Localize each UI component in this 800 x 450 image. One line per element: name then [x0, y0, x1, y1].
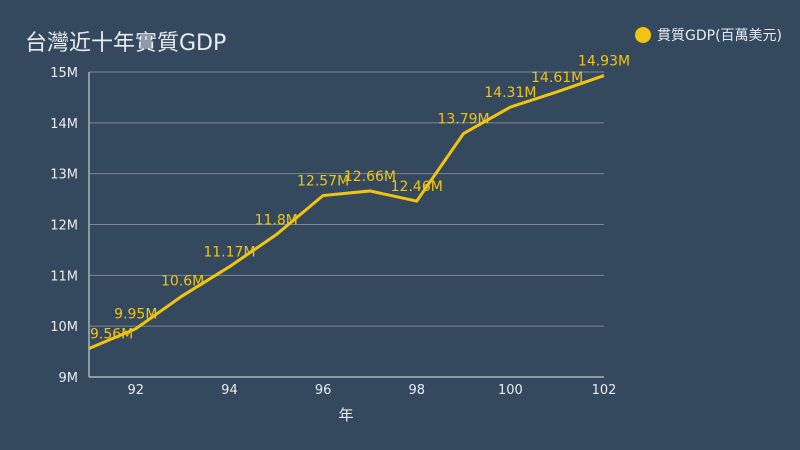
- y-tick-label: 15M: [50, 66, 78, 81]
- y-tick-label: 9M: [59, 371, 79, 386]
- x-tick-label: 94: [221, 383, 238, 398]
- x-tick-label: 100: [498, 383, 523, 398]
- chart-title: 台灣近十年實質GDP: [25, 31, 227, 56]
- data-label: 13.79M: [437, 112, 489, 128]
- data-label: 12.66M: [344, 169, 396, 185]
- data-label: 14.31M: [484, 85, 536, 101]
- legend-marker: [635, 27, 651, 43]
- data-label: 9.56M: [90, 327, 133, 343]
- x-tick-label: 98: [408, 383, 425, 398]
- data-label: 9.95M: [114, 307, 157, 323]
- data-label: 12.46M: [391, 179, 443, 195]
- data-label: 14.93M: [578, 54, 630, 70]
- y-tick-label: 10M: [50, 320, 78, 335]
- legend-label: 貫質GDP(百萬美元): [657, 28, 782, 44]
- data-label: 11.8M: [255, 213, 298, 229]
- x-tick-label: 92: [128, 383, 145, 398]
- y-tick-label: 12M: [50, 219, 78, 234]
- y-tick-label: 13M: [50, 168, 78, 183]
- legend[interactable]: 貫質GDP(百萬美元): [635, 25, 782, 45]
- x-axis-label: 年: [338, 406, 353, 424]
- data-label: 12.57M: [297, 174, 349, 190]
- data-label: 11.17M: [203, 245, 255, 261]
- data-label: 14.61M: [531, 70, 583, 86]
- x-tick-label: 96: [315, 383, 332, 398]
- series-line: [88, 74, 605, 350]
- y-tick-label: 11M: [50, 269, 78, 284]
- x-tick-label: 102: [592, 383, 617, 398]
- data-label: 10.6M: [161, 274, 204, 290]
- y-tick-label: 14M: [50, 117, 78, 132]
